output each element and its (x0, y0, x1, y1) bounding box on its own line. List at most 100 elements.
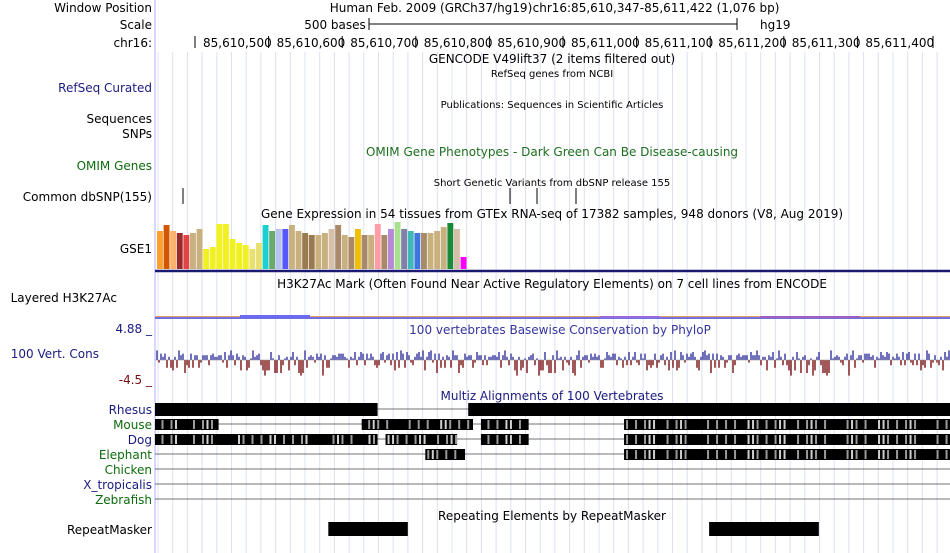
alignment-block[interactable] (624, 449, 950, 460)
species-label[interactable]: Elephant (99, 448, 152, 462)
alignment-block[interactable] (361, 419, 473, 430)
gtex-bar[interactable] (223, 224, 229, 269)
alignment-block[interactable] (480, 419, 529, 430)
refseq-track-label[interactable]: RefSeq Curated (58, 81, 152, 95)
alignment-block[interactable] (385, 434, 458, 445)
gtex-bar[interactable] (388, 229, 394, 269)
species-label[interactable]: Rhesus (109, 403, 152, 417)
h3k27ac-signal[interactable] (155, 315, 950, 319)
gtex-bar[interactable] (394, 222, 401, 269)
gtex-bar[interactable] (209, 247, 216, 269)
gtex-bar[interactable] (176, 233, 183, 269)
gtex-bar[interactable] (315, 235, 322, 269)
conservation-track-label[interactable]: 100 Vert. Cons (11, 347, 99, 361)
gtex-bar[interactable] (322, 233, 328, 269)
gtex-track-label[interactable]: GSE1 (120, 242, 152, 256)
gtex-bar[interactable] (289, 225, 295, 269)
gtex-bar[interactable] (440, 227, 447, 269)
multiz-alignments[interactable]: RhesusMouseDogElephantChickenX_tropicali… (83, 403, 950, 507)
species-label[interactable]: X_tropicalis (83, 478, 152, 492)
gtex-bar[interactable] (460, 257, 467, 269)
gencode-track-title[interactable]: GENCODE V49lift37 (2 items filtered out) (429, 52, 675, 66)
gtex-track-title[interactable]: Gene Expression in 54 tissues from GTEx … (261, 207, 843, 221)
alignment-block[interactable] (624, 419, 950, 430)
gtex-bar[interactable] (355, 229, 361, 269)
gtex-bar[interactable] (262, 225, 269, 269)
gtex-bar[interactable] (269, 231, 276, 269)
alignment-block[interactable] (155, 403, 378, 416)
h3k27ac-track-title[interactable]: H3K27Ac Mark (Often Found Near Active Re… (277, 277, 827, 291)
species-label[interactable]: Mouse (113, 418, 152, 432)
h3k27ac-track-label[interactable]: Layered H3K27Ac (11, 291, 117, 305)
species-label[interactable]: Chicken (105, 463, 152, 477)
publications-track-title[interactable]: Publications: Sequences in Scientific Ar… (441, 100, 664, 111)
gtex-bar[interactable] (302, 233, 309, 269)
gtex-bar[interactable] (170, 231, 177, 269)
dbsnp-variants[interactable] (182, 188, 577, 204)
gtex-bar[interactable] (454, 229, 460, 269)
gtex-bar[interactable] (328, 229, 335, 269)
alignment-block[interactable] (480, 434, 529, 445)
gtex-bar[interactable] (447, 223, 454, 269)
gtex-bar[interactable] (348, 237, 355, 269)
gtex-bar[interactable] (427, 233, 434, 269)
repeat-element[interactable] (328, 522, 408, 536)
gtex-bar[interactable] (335, 225, 342, 269)
gtex-bar[interactable] (163, 225, 170, 269)
gtex-bar[interactable] (157, 231, 163, 269)
conservation-track-title[interactable]: 100 vertebrates Basewise Conservation by… (409, 323, 711, 337)
gtex-bar[interactable] (203, 249, 210, 269)
alignment-mismatch (518, 435, 521, 444)
alignment-mismatch (386, 420, 389, 429)
alignment-block[interactable] (468, 403, 950, 416)
alignment-mismatch (914, 450, 917, 459)
conservation-signal[interactable] (155, 350, 950, 376)
alignment-mismatch (666, 420, 669, 429)
gtex-bar[interactable] (256, 243, 262, 269)
gtex-bar[interactable] (407, 231, 414, 269)
gtex-bar[interactable] (295, 231, 302, 269)
rmsk-track-label[interactable]: RepeatMasker (67, 523, 152, 537)
gtex-bar[interactable] (196, 229, 203, 269)
species-label[interactable]: Dog (128, 433, 152, 447)
snps-track-label[interactable]: SNPs (122, 127, 152, 141)
dbsnp-track-title[interactable]: Short Genetic Variants from dbSNP releas… (434, 178, 671, 189)
gtex-expression-bars[interactable] (157, 222, 467, 269)
gtex-bar[interactable] (242, 245, 249, 269)
gtex-bar[interactable] (401, 229, 408, 269)
rmsk-track-title[interactable]: Repeating Elements by RepeatMasker (438, 509, 666, 523)
gtex-bar[interactable] (275, 229, 282, 269)
base-position-ruler[interactable]: 85,610,500 85,610,600 85,610,700 85,610,800… (194, 36, 934, 50)
alignment-block[interactable] (155, 434, 378, 445)
gtex-bar[interactable] (308, 235, 315, 269)
repeatmasker-elements[interactable] (328, 522, 819, 536)
multiz-track-title[interactable]: Multiz Alignments of 100 Vertebrates (440, 389, 663, 403)
omim-track-title[interactable]: OMIM Gene Phenotypes - Dark Green Can Be… (366, 145, 738, 159)
sequences-track-label[interactable]: Sequences (87, 112, 152, 126)
gtex-bar[interactable] (190, 233, 196, 269)
gtex-bar[interactable] (216, 224, 223, 269)
gtex-bar[interactable] (341, 235, 348, 269)
gtex-bar[interactable] (434, 231, 441, 269)
gtex-bar[interactable] (368, 235, 375, 269)
gtex-bar[interactable] (414, 233, 421, 269)
alignment-block[interactable] (624, 434, 950, 445)
gtex-bar[interactable] (421, 233, 427, 269)
omim-track-label[interactable]: OMIM Genes (77, 159, 152, 173)
dbsnp-track-label[interactable]: Common dbSNP(155) (23, 190, 152, 204)
gtex-bar[interactable] (183, 235, 190, 269)
gtex-bar[interactable] (381, 235, 388, 269)
repeat-element[interactable] (709, 522, 819, 536)
alignment-mismatch (206, 420, 209, 429)
gtex-bar[interactable] (374, 224, 381, 269)
alignment-block[interactable] (425, 449, 466, 460)
gtex-bar[interactable] (282, 229, 289, 269)
species-label[interactable]: Zebrafish (95, 493, 152, 507)
alignment-mismatch (666, 435, 669, 444)
gtex-bar[interactable] (236, 243, 243, 269)
refseq-track-title[interactable]: RefSeq genes from NCBI (491, 69, 613, 80)
gtex-bar[interactable] (361, 235, 368, 269)
gtex-bar[interactable] (229, 239, 236, 269)
gtex-bar[interactable] (249, 249, 256, 269)
alignment-block[interactable] (155, 419, 219, 430)
